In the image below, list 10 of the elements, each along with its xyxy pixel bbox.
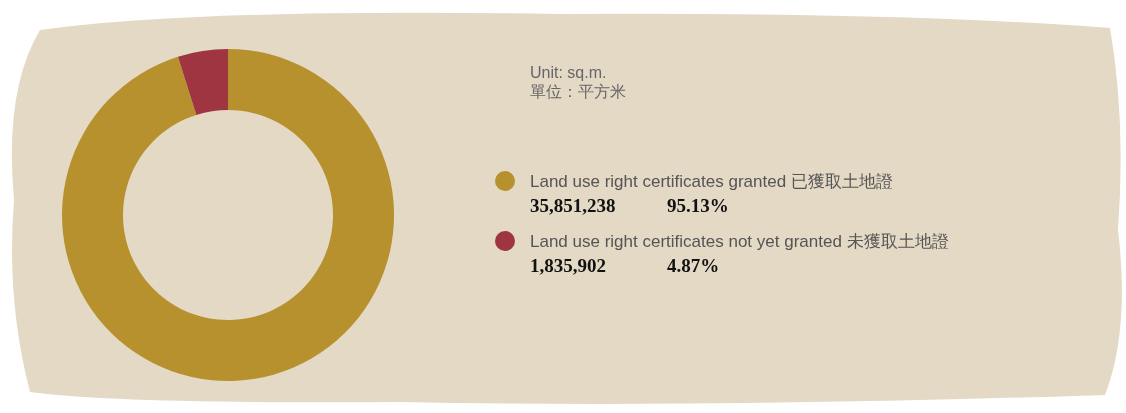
legend-label: Land use right certificates not yet granted 未獲取土地證 xyxy=(530,232,949,251)
text: 4.87% xyxy=(667,255,720,276)
data-label: 35,851,238 xyxy=(530,195,616,216)
text: 95.13% xyxy=(667,195,729,216)
text: Unit: sq.m. xyxy=(530,64,607,81)
data-label: 1,835,902 xyxy=(530,255,606,276)
legend-label: Land use right certificates granted 已獲取土地證 xyxy=(530,172,893,191)
donut-slice xyxy=(62,49,394,381)
donut-slice xyxy=(177,49,228,115)
text: 單位：平方米 xyxy=(530,83,626,100)
